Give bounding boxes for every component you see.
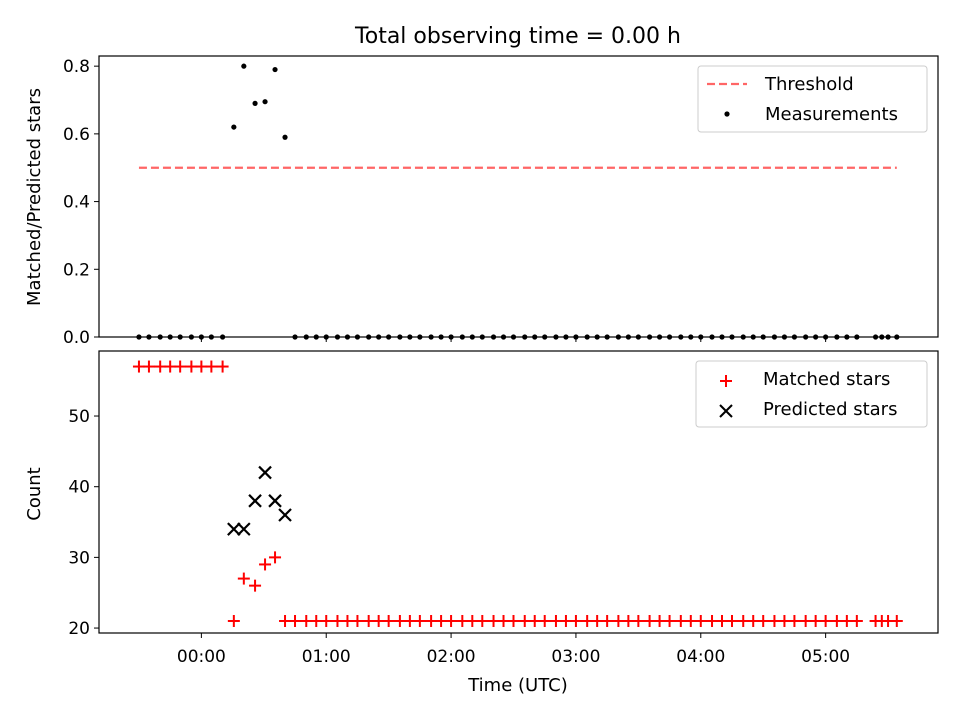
bottom-y-axis: 20 30 40 50 — [68, 407, 99, 639]
predicted-star-stroke — [278, 508, 292, 522]
matched-star-marker — [227, 614, 240, 627]
chart-title: Total observing time = 0.00 h — [354, 24, 681, 49]
top-x-ticks — [200, 337, 827, 342]
legend-measurements-swatch — [724, 111, 730, 117]
matched-star-marker — [819, 614, 832, 627]
matched-star-marker — [890, 614, 903, 627]
matched-star-marker — [142, 360, 155, 373]
top-y-tick-label: 0.4 — [63, 193, 90, 213]
legend-predicted-label: Predicted stars — [763, 399, 897, 420]
predicted-star-stroke — [258, 465, 272, 480]
matched-star-marker — [476, 614, 489, 627]
matched-star-marker — [663, 614, 676, 627]
x-tick-label: 04:00 — [676, 647, 725, 667]
matched-star-marker — [249, 579, 262, 592]
top-y-axis: 0.0 0.2 0.4 0.6 0.8 — [63, 57, 99, 348]
matched-star-marker — [788, 614, 801, 627]
measurement-point — [241, 63, 247, 69]
matched-star-marker — [850, 614, 863, 627]
matched-star-marker — [216, 360, 229, 373]
measurement-point — [231, 124, 237, 130]
predicted-star-stroke — [227, 522, 241, 536]
matched-star-marker — [601, 614, 614, 627]
bottom-y-tick-label: 50 — [68, 407, 90, 427]
bottom-plot-area — [132, 360, 903, 627]
matched-star-marker — [569, 614, 582, 627]
top-axes-frame — [98, 55, 939, 338]
matched-star-marker — [632, 614, 645, 627]
matched-star-marker — [413, 614, 426, 627]
top-legend: Threshold Measurements — [697, 65, 928, 133]
predicted-star-marker — [258, 465, 272, 480]
legend-threshold-label: Threshold — [764, 74, 854, 95]
x-tick-label: 01:00 — [302, 647, 351, 667]
predicted-star-stroke — [268, 494, 282, 508]
measurement-point — [272, 66, 278, 73]
bottom-y-tick-label: 30 — [68, 548, 90, 568]
top-y-axis-label: Matched/Predicted stars — [24, 88, 45, 306]
matched-star-marker — [538, 614, 551, 627]
top-legend-frame — [697, 65, 928, 133]
predicted-star-stroke — [237, 522, 251, 536]
measurement-point — [282, 134, 288, 140]
x-tick-label: 02:00 — [427, 647, 476, 667]
bottom-x-axis: 00:00 01:00 02:00 03:00 04:00 05:00 — [177, 633, 850, 667]
matched-star-marker — [259, 558, 272, 571]
top-y-tick-label: 0.6 — [63, 125, 90, 145]
x-tick-label: 00:00 — [177, 647, 226, 667]
matched-star-marker — [237, 572, 250, 585]
x-tick-label: 05:00 — [801, 647, 850, 667]
matched-star-marker — [382, 614, 395, 627]
legend-measurements-label: Measurements — [765, 104, 898, 125]
x-tick-label: 03:00 — [551, 647, 600, 667]
bottom-legend: Matched stars Predicted stars — [695, 360, 928, 428]
predicted-star-marker — [227, 522, 241, 536]
matched-star-marker — [205, 360, 218, 373]
matched-star-marker — [289, 614, 302, 627]
predicted-star-marker — [268, 494, 282, 508]
matched-star-marker — [320, 614, 333, 627]
bottom-y-tick-label: 20 — [68, 619, 90, 639]
predicted-star-marker — [248, 494, 262, 508]
top-y-tick-label: 0.0 — [63, 328, 90, 348]
bottom-y-axis-label: Count — [24, 467, 45, 520]
predicted-star-stroke — [248, 494, 262, 508]
matched-star-marker — [725, 614, 738, 627]
legend-predicted-swatch — [719, 404, 733, 418]
x-axis-label: Time (UTC) — [467, 675, 568, 696]
bottom-legend-frame — [695, 360, 928, 428]
top-panel: 0.00.20.40.60.8 Matched/Predicted stars … — [24, 55, 939, 348]
legend-matched-swatch — [720, 375, 732, 387]
matched-star-marker — [174, 360, 187, 373]
legend-matched-label: Matched stars — [763, 369, 890, 390]
matched-star-marker — [269, 551, 282, 564]
matched-star-marker — [694, 614, 707, 627]
bottom-axes-frame — [98, 350, 939, 634]
matched-star-marker — [507, 614, 520, 627]
bottom-y-tick-label: 40 — [68, 478, 90, 498]
predicted-star-marker — [278, 508, 292, 522]
matched-star-marker — [351, 614, 364, 627]
measurement-point — [262, 99, 268, 105]
predicted-star-marker — [237, 522, 251, 536]
top-y-tick-label: 0.8 — [63, 57, 90, 77]
measurement-point — [252, 100, 258, 106]
matched-star-marker — [445, 614, 458, 627]
top-y-tick-label: 0.2 — [63, 260, 90, 280]
matched-star-marker — [757, 614, 770, 627]
